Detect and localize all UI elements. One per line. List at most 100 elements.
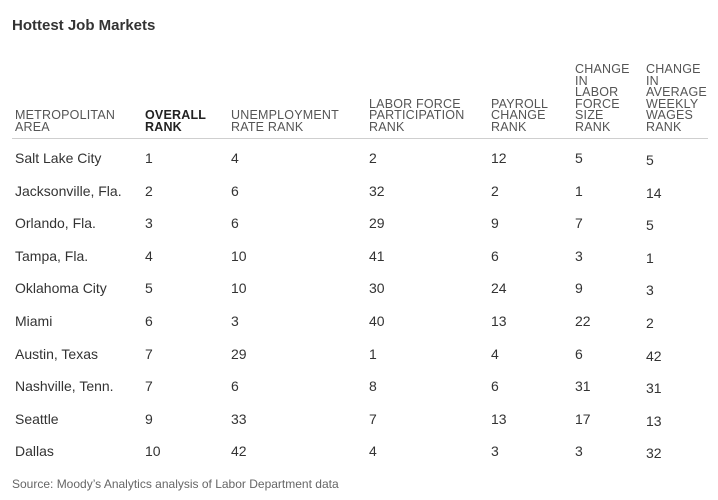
rank-cell: 3 [231, 313, 239, 329]
rank-cell: 13 [491, 313, 507, 329]
rank-cell: 5 [646, 152, 654, 168]
rank-cell: 32 [369, 182, 385, 199]
column-header-line: METROPOLITAN [15, 108, 116, 122]
rank-cell: 2 [491, 182, 499, 199]
rank-cell: 31 [646, 380, 662, 397]
rank-cell: 22 [575, 313, 591, 329]
column-header-0: METROPOLITAN AREA [15, 108, 116, 134]
column-header-line: LABOR FORCE [369, 96, 461, 111]
column-header-5: CHANGE IN LABOR FORCE SIZE RANK [575, 62, 630, 134]
rank-cell: 1 [369, 345, 377, 362]
column-header-line: PAYROLL [491, 96, 549, 111]
column-header-line: RANK [575, 119, 611, 134]
rank-cell: 12 [491, 150, 507, 166]
column-header-line: AREA [15, 119, 50, 134]
rank-cell: 8 [369, 378, 377, 395]
rank-cell: 6 [231, 215, 239, 232]
rank-cell: 9 [575, 280, 583, 297]
rank-cell: 6 [231, 378, 239, 395]
rank-cell: 6 [231, 182, 239, 199]
rank-cell: 3 [491, 443, 499, 460]
column-header-line: RANK [646, 119, 682, 134]
metro-area-cell: Austin, Texas [15, 345, 99, 362]
rank-cell: 2 [145, 182, 153, 199]
column-header-6: CHANGE IN AVERAGE WEEKLY WAGES RANK [646, 62, 707, 134]
rank-cell: 3 [145, 215, 153, 232]
column-header-line: IN [646, 73, 659, 88]
column-header-line: SIZE [575, 108, 604, 122]
column-header-line: IN [575, 73, 588, 88]
rank-cell: 29 [231, 345, 247, 362]
rank-cell: 42 [646, 347, 662, 364]
rank-cell: 4 [491, 345, 499, 362]
rank-cell: 13 [491, 410, 507, 427]
metro-area-cell: Oklahoma City [15, 280, 107, 297]
column-header-line: AVERAGE [646, 85, 707, 99]
rank-cell: 4 [231, 150, 239, 166]
column-header-line: WAGES [646, 108, 694, 122]
rank-cell: 5 [145, 280, 153, 297]
column-header-line: RATE RANK [231, 119, 304, 134]
column-header-3: LABOR FORCE PARTICIPATION RANK [369, 96, 465, 134]
column-header-4: PAYROLL CHANGE RANK [491, 96, 549, 134]
column-header-line: FORCE [575, 96, 620, 111]
rank-cell: 2 [369, 150, 377, 166]
column-header-line: PARTICIPATION [369, 108, 465, 122]
metro-area-cell: Tampa, Fla. [15, 247, 89, 264]
rank-cell: 6 [491, 247, 499, 264]
rank-cell: 41 [369, 247, 385, 264]
rank-cell: 10 [231, 280, 247, 297]
rank-cell: 2 [646, 315, 654, 331]
rank-cell: 9 [145, 410, 153, 427]
rank-cell: 40 [369, 313, 385, 329]
rank-cell: 3 [575, 443, 583, 460]
rank-cell: 3 [646, 282, 654, 299]
rank-cell: 1 [646, 249, 654, 266]
column-header-line: RANK [369, 119, 405, 134]
rank-cell: 6 [575, 345, 583, 362]
rank-cell: 7 [145, 345, 153, 362]
metro-area-cell: Jacksonville, Fla. [15, 182, 122, 199]
metro-area-cell: Nashville, Tenn. [15, 378, 114, 395]
rank-cell: 30 [369, 280, 385, 297]
rank-cell: 10 [231, 247, 247, 264]
metro-area-cell: Dallas [15, 443, 54, 460]
source-note: Source: Moody’s Analytics analysis of La… [12, 477, 339, 491]
rank-cell: 10 [145, 443, 161, 460]
column-header-2: UNEMPLOYMENT RATE RANK [231, 108, 339, 134]
rank-cell: 6 [145, 313, 153, 329]
rank-cell: 17 [575, 410, 591, 427]
column-header-line: WEEKLY [646, 96, 699, 111]
rank-cell: 5 [575, 150, 583, 166]
metro-area-cell: Seattle [15, 410, 59, 427]
rank-cell: 32 [646, 445, 662, 462]
rank-cell: 7 [145, 378, 153, 395]
rank-cell: 7 [369, 410, 377, 427]
column-header-line: LABOR [575, 85, 619, 99]
rank-cell: 9 [491, 215, 499, 232]
metro-area-cell: Salt Lake City [15, 150, 102, 166]
rank-cell: 1 [575, 182, 583, 199]
rank-cell: 5 [646, 217, 654, 234]
rank-cell: 24 [491, 280, 507, 297]
column-header-line: RANK [491, 119, 527, 134]
column-header-line: RANK [145, 119, 182, 134]
rank-cell: 3 [575, 247, 583, 264]
column-header-line: CHANGE [575, 62, 630, 76]
rank-cell: 6 [491, 378, 499, 395]
column-header-1: OVERALL RANK [145, 109, 206, 134]
metro-area-cell: Orlando, Fla. [15, 215, 96, 232]
column-header-line: CHANGE [646, 62, 701, 76]
rank-cell: 13 [646, 412, 662, 429]
rank-cell: 42 [231, 443, 247, 460]
rank-cell: 33 [231, 410, 247, 427]
metro-area-cell: Miami [15, 313, 53, 329]
table-title: Hottest Job Markets [12, 17, 156, 34]
rank-cell: 1 [145, 150, 153, 166]
rank-cell: 4 [369, 443, 377, 460]
rank-cell: 31 [575, 378, 591, 395]
header-divider [12, 138, 708, 139]
rank-cell: 4 [145, 247, 153, 264]
column-header-line: UNEMPLOYMENT [231, 108, 339, 122]
